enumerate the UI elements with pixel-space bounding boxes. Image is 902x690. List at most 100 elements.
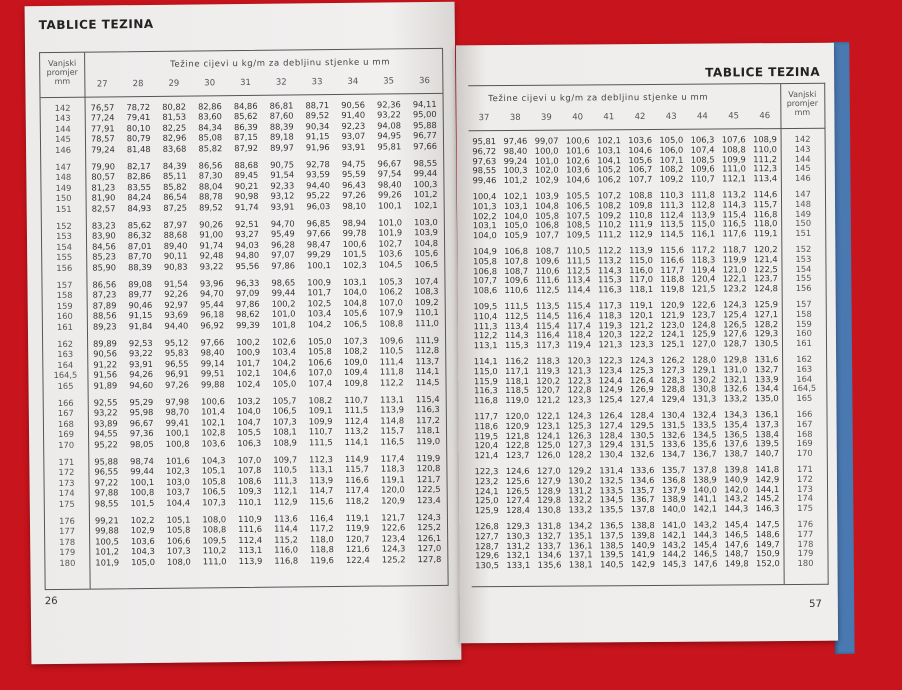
weight-cell: 82,96: [162, 132, 187, 144]
weight-cell: 98,05: [129, 438, 154, 449]
weight-cell: 95,12: [164, 337, 189, 348]
weight-cell: 86,32: [127, 230, 152, 241]
weight-cell: 108,0: [202, 514, 227, 525]
weight-cell: 77,91: [90, 123, 115, 134]
diameter-cell: 179: [797, 548, 814, 559]
weight-cell: 101,5: [130, 497, 155, 508]
weight-cell: 108,8: [202, 524, 227, 535]
weight-cell: 97,86: [271, 260, 296, 271]
weight-cell: 121,7: [381, 512, 406, 523]
weight-cell: 99,41: [165, 417, 190, 428]
weight-cell: 124,8: [754, 283, 778, 294]
weight-cell: 98,55: [413, 157, 438, 169]
weight-cell: 106,5: [343, 318, 368, 329]
weight-cell: 93,91: [129, 358, 153, 369]
weight-cell: 104,2: [272, 357, 297, 368]
diameter-cell: 161: [56, 321, 73, 332]
weight-cell: 85,90: [92, 261, 117, 273]
diameter-cell: 171: [796, 463, 813, 474]
weight-cell: 99,51: [200, 368, 225, 379]
weight-cell: 90,26: [199, 219, 224, 230]
weight-cell: 93,59: [306, 169, 330, 180]
weight-cell: 89,08: [128, 278, 153, 290]
weight-cell: 98,70: [165, 406, 190, 418]
diameter-cell: 180: [797, 558, 814, 569]
weight-cell: 123,7: [754, 273, 778, 284]
diameter-cell: 175: [58, 498, 75, 509]
weight-cell: 125,9: [754, 299, 779, 310]
weight-cell: 113,4: [753, 173, 778, 184]
diameter-cell: 153: [795, 253, 812, 264]
weight-cell: 97,07: [271, 249, 296, 260]
weight-cell: 89,97: [270, 142, 294, 153]
weight-cell: 109,3: [237, 486, 262, 497]
diameter-cell: 162: [57, 338, 74, 349]
weight-cell: 118,1: [416, 425, 441, 436]
weight-cell: 106,5: [272, 405, 297, 417]
weight-cell: 93,22: [128, 348, 153, 359]
diameter-cell: 145: [794, 163, 811, 174]
weight-cell: 111,2: [753, 153, 778, 164]
weight-cell: 80,82: [162, 101, 187, 112]
diameter-header-line: promjer: [786, 98, 819, 109]
weight-cell: 95,98: [129, 407, 154, 418]
weight-cell: 106,6: [166, 535, 191, 546]
weight-cell: 102,2: [130, 514, 155, 526]
table-row: 156 108,6 110,6 112,5 114,4 116,3 118,1 119,8 12…: [470, 283, 826, 295]
diameter-cell: 160: [795, 328, 812, 339]
weight-cell: 114,1: [415, 366, 440, 377]
weight-cell: 109,5: [202, 534, 227, 546]
diameter-cell: 150: [795, 218, 812, 229]
weight-cell: 107,3: [166, 545, 191, 556]
weight-cell: 90,11: [163, 250, 188, 262]
column-header-34: 34: [347, 76, 359, 87]
weight-cell: 108,2: [343, 346, 368, 357]
diameter-cell: 163: [796, 363, 813, 374]
weight-cell: 91,89: [93, 379, 118, 391]
weight-cell: 92,36: [376, 99, 401, 110]
right-page: TABLICE TEZINA Težine cijevi u kg/m za d…: [455, 42, 839, 644]
weight-cell: 133,9: [754, 373, 779, 384]
weight-cell: 116,8: [753, 208, 778, 219]
weight-cell: 99,39: [236, 319, 260, 330]
weight-cell: 87,60: [269, 110, 294, 122]
weight-cell: 102,4: [236, 378, 261, 389]
weight-cell: 128,2: [754, 318, 779, 329]
weight-cell: 109,8: [344, 377, 368, 388]
weight-cell: 81,23: [91, 182, 116, 193]
weight-cell: 110,5: [379, 345, 404, 356]
weight-cell: 87,23: [92, 289, 117, 300]
weight-cell: 92,51: [235, 218, 259, 230]
weight-cell: 107,3: [272, 416, 297, 427]
weight-cell: 137,3: [755, 418, 779, 430]
diameter-cell: 162: [796, 353, 813, 364]
weight-cell: 119,6: [310, 554, 334, 565]
weight-cell: 125,2: [417, 522, 442, 533]
weight-table-right: Težine cijevi u kg/m za debljinu stjenke…: [468, 82, 829, 588]
weight-cell: 111,3: [273, 475, 298, 486]
weight-cell: 79,41: [126, 112, 151, 123]
diameter-cell: 168: [796, 428, 813, 439]
weight-cell: 107,3: [343, 335, 368, 346]
weight-cell: 121,7: [416, 473, 441, 484]
weight-cell: 150,9: [755, 548, 780, 559]
diameter-cell: 152: [795, 243, 812, 254]
weight-cell: 124,3: [417, 511, 441, 523]
diameter-cell: 151: [55, 203, 72, 214]
weight-cell: 94,60: [129, 379, 154, 390]
weight-cell: 91,00: [199, 229, 224, 240]
weight-cell: 101,0: [378, 217, 403, 228]
column-header-27: 27: [96, 79, 108, 90]
weight-cell: 92,33: [270, 180, 295, 191]
weight-cell: 126,1: [417, 532, 442, 543]
weight-cell: 102,5: [307, 297, 332, 309]
weight-cell: 109,6: [379, 335, 404, 346]
weight-cell: 120,7: [345, 533, 370, 544]
weight-cell: 94,40: [306, 179, 331, 191]
weight-cell: 85,11: [162, 170, 187, 182]
weight-cell: 113,2: [344, 425, 369, 437]
weight-cell: 112,2: [379, 376, 404, 388]
column-header-31: 31: [240, 77, 251, 89]
table-row: 180 130,5 133,1 135,6 138,1 140,5 142,9 145,3 14…: [472, 558, 828, 570]
column-header-28: 28: [132, 79, 144, 90]
